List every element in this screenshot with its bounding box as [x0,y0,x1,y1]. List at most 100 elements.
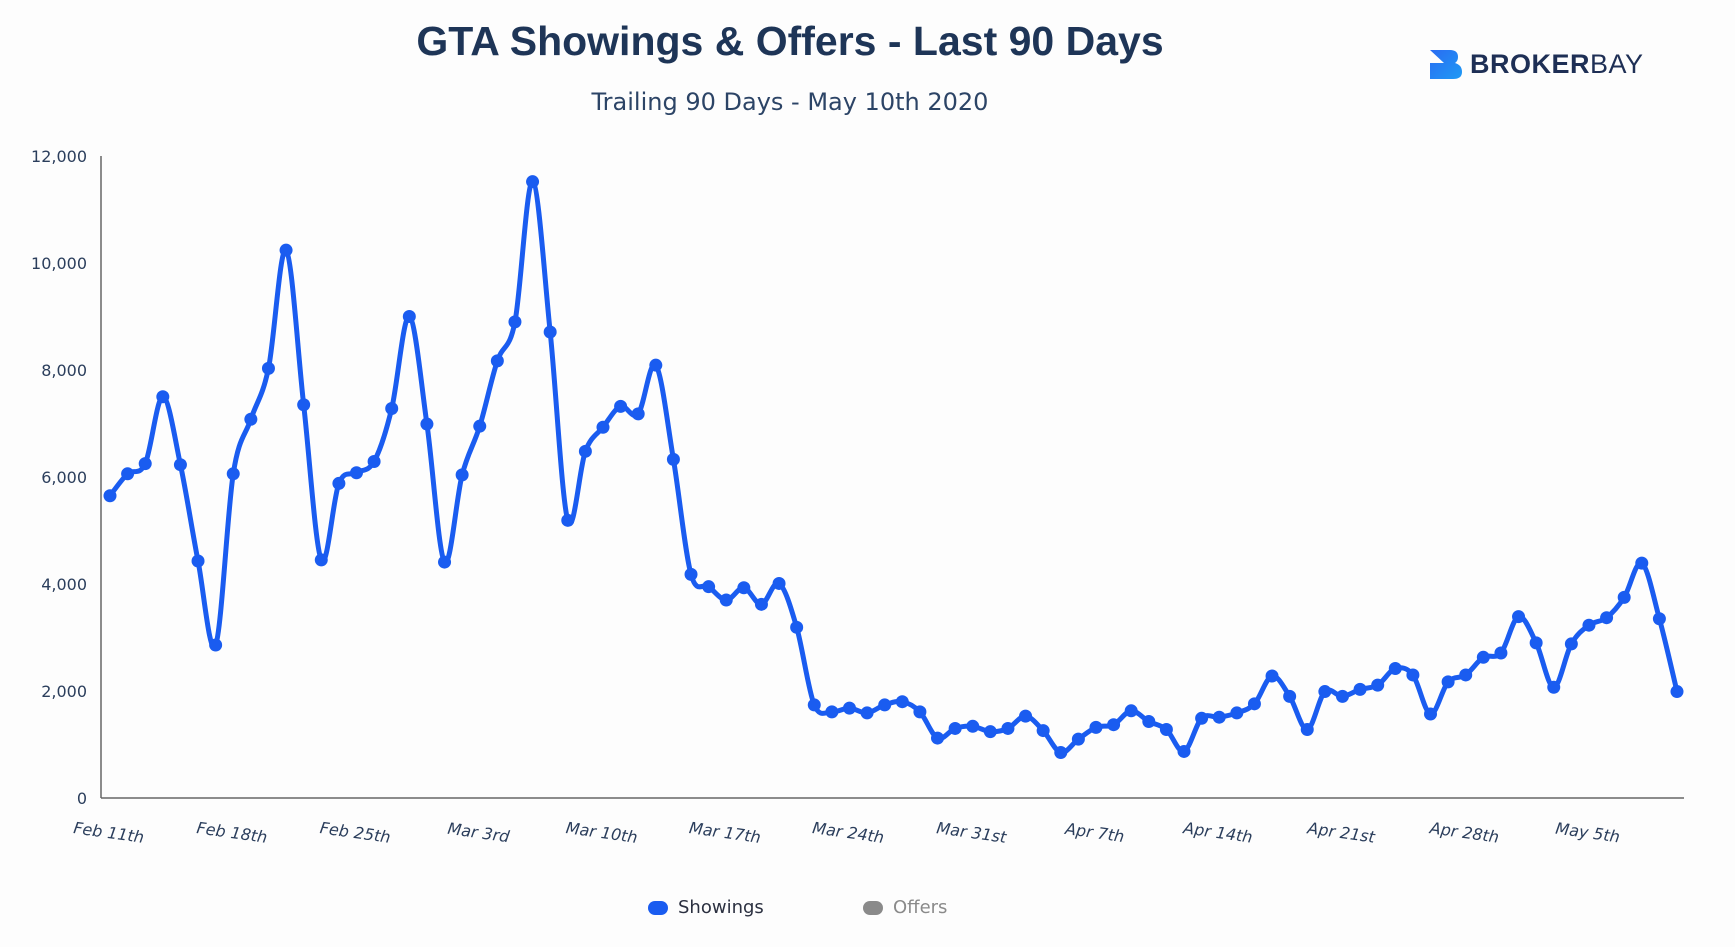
showings-point [508,315,522,329]
brand-word-bay: BAY [1590,48,1644,79]
x-tick-label: Mar 31st [935,818,1008,847]
showings-marker-icon [648,900,668,915]
y-tick-label: 10,000 [31,254,87,273]
showings-point [1177,744,1191,758]
x-tick-label: Apr 21st [1305,818,1376,846]
showings-point [983,725,997,739]
showings-point [719,593,733,607]
showings-point [1353,682,1367,696]
showings-point [1582,618,1596,632]
showings-point [931,731,945,745]
line-chart: 0 2,000 4,000 6,000 8,000 10,000 12,000 Feb 11… [31,147,1684,847]
y-axis: 0 2,000 4,000 6,000 8,000 10,000 12,000 [31,147,102,808]
showings-point [455,468,469,482]
y-tick-label: 8,000 [41,361,87,380]
showings-point [173,458,187,472]
showings-point [666,452,680,466]
showings-point [1089,720,1103,734]
brand-word-broker: BROKER [1470,48,1591,79]
chart-title: GTA Showings & Offers - Last 90 Days [416,18,1164,64]
showings-point [614,399,628,413]
legend-item-offers[interactable]: Offers [863,897,947,918]
showings-point [402,310,416,323]
showings-point [226,467,240,481]
x-tick-label: Mar 3rd [446,819,511,847]
showings-point [737,581,751,595]
showings-point [1283,689,1297,703]
showings-point [878,698,892,712]
showings-point [279,243,293,257]
showings-point [1054,746,1068,760]
showings-point [684,567,698,581]
showings-point [297,398,311,412]
showings-point [1600,611,1614,625]
x-tick-label: Apr 7th [1063,819,1125,846]
showings-point [1476,650,1490,664]
showings-point [772,576,786,590]
showings-point [1335,689,1349,703]
showings-point [1300,723,1314,737]
legend-label-offers: Offers [893,897,948,918]
showings-point [807,698,821,712]
showings-point [1635,556,1649,570]
showings-point [244,412,258,426]
showings-point [1107,718,1121,732]
showings-point [121,467,135,481]
showings-point [1124,704,1138,718]
showings-point [1388,662,1402,676]
showings-point [473,419,487,433]
showings-point [754,597,768,611]
showings-point [1670,685,1684,699]
x-tick-label: Mar 17th [688,818,762,847]
showings-point [385,402,399,416]
showings-point [367,454,381,468]
showings-point [543,325,557,339]
showings-point [842,701,856,715]
showings-point [209,638,223,652]
brokerbay-logo: BROKER BAY [1428,46,1644,82]
showings-point [526,175,540,189]
showings-point [1441,675,1455,689]
x-tick-label: May 5th [1554,819,1621,847]
showings-point [1212,710,1226,724]
chart-subtitle: Trailing 90 Days - May 10th 2020 [591,88,989,116]
showings-point [1071,732,1085,746]
x-tick-label: Mar 10th [565,818,639,847]
x-tick-label: Feb 25th [319,818,392,847]
showings-point [1406,668,1420,682]
showings-point [314,553,328,567]
y-tick-label: 0 [77,789,87,808]
showings-point [1142,714,1156,728]
showings-point [948,721,962,735]
x-tick-label: Mar 24th [811,818,885,847]
showings-point [1494,646,1508,660]
brokerbay-logo-icon [1430,50,1462,79]
showings-point [631,407,645,421]
showings-point [825,705,839,719]
showings-point [420,417,434,431]
showings-point [490,354,504,368]
showings-point [913,705,927,719]
showings-point [1459,668,1473,682]
showings-point [1019,709,1033,723]
showings-point [578,444,592,458]
showings-point [966,719,980,733]
legend-item-showings[interactable]: Showings [648,897,764,918]
plot-area [103,175,1684,760]
showings-point [649,358,663,372]
showings-point [1195,711,1209,725]
y-tick-label: 2,000 [41,682,87,701]
x-axis: Feb 11th Feb 18th Feb 25th Mar 3rd Mar 10th M… [72,797,1684,847]
showings-point [1564,637,1578,651]
showings-point [332,476,346,490]
showings-point [1230,706,1244,720]
showings-point [103,489,117,503]
y-tick-label: 4,000 [41,575,87,594]
y-tick-label: 12,000 [31,147,87,166]
showings-point [895,695,909,709]
showings-point [191,554,205,568]
showings-point [1318,685,1332,699]
showings-point [1547,680,1561,694]
showings-point [1424,707,1438,721]
showings-point [561,513,575,527]
